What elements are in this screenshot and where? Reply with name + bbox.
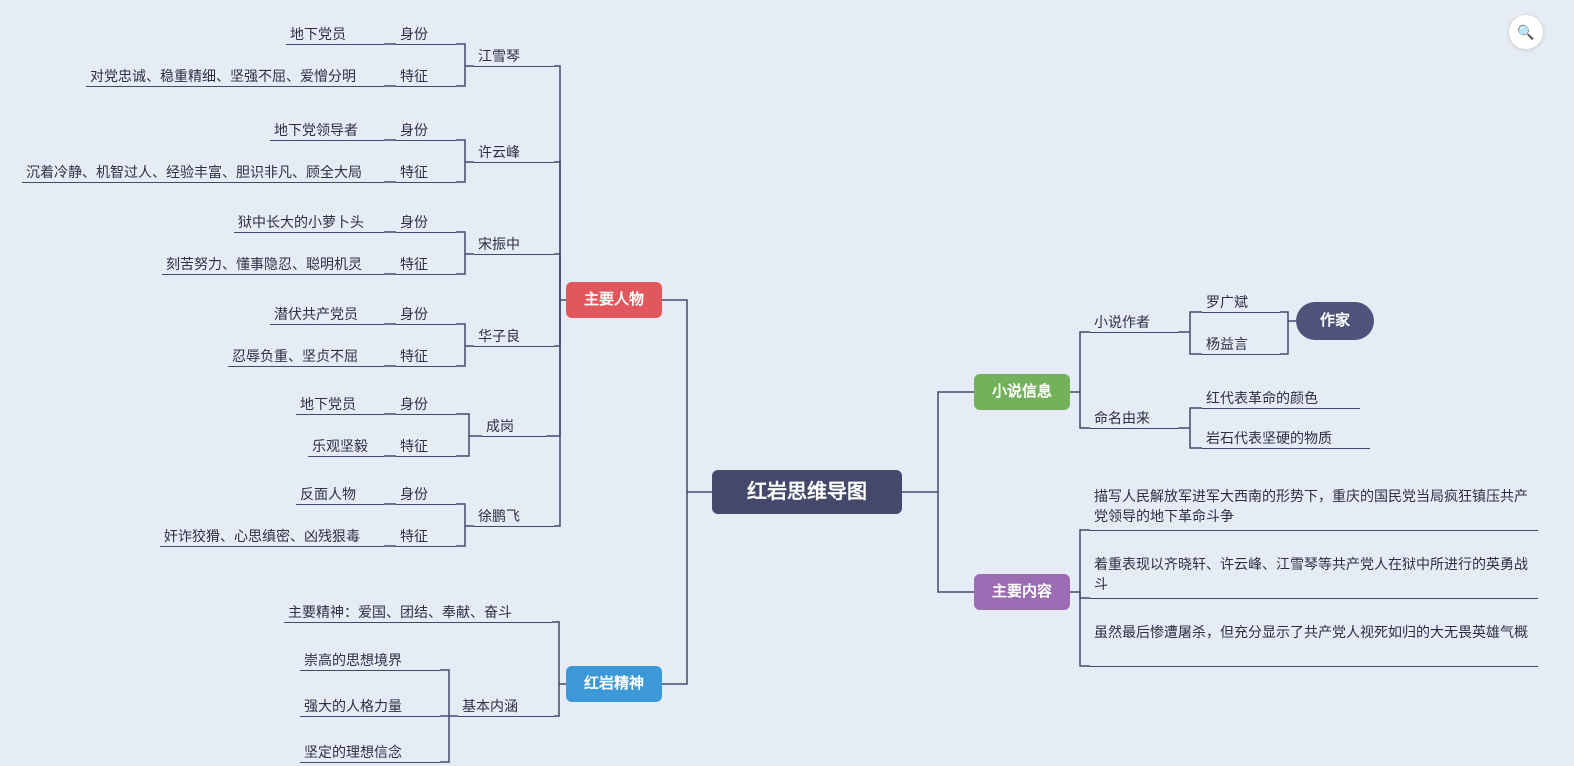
leaf-jiang_tr_val: 对党忠诚、稳重精细、坚强不屈、爱憎分明 [90, 66, 380, 86]
node-writer_pill[interactable]: 作家 [1296, 302, 1374, 340]
node-hongyan_spirit[interactable]: 红岩精神 [566, 666, 662, 702]
leaf-author_lbl: 小说作者 [1094, 312, 1174, 332]
leaf-hua_tr_lbl: 特征 [400, 346, 452, 366]
leaf-xpf: 徐鹏飞 [478, 506, 550, 526]
leaf-cheng_id_val: 地下党员 [300, 394, 380, 414]
leaf-xpf_tr_lbl: 特征 [400, 526, 452, 546]
leaf-xpf_id_lbl: 身份 [400, 484, 452, 504]
leaf-sp_conn: 基本内涵 [462, 696, 550, 716]
node-root[interactable]: 红岩思维导图 [712, 470, 902, 514]
leaf-sp_main: 主要精神：爱国、团结、奉献、奋斗 [288, 602, 548, 622]
leaf-name1: 红代表革命的颜色 [1206, 388, 1356, 408]
leaf-cheng_tr_val: 乐观坚毅 [312, 436, 380, 456]
leaf-xu_id_val: 地下党领导者 [274, 120, 380, 140]
leaf-xu_tr_val: 沉着冷静、机智过人、经验丰富、胆识非凡、顾全大局 [26, 162, 380, 182]
leaf-mc2: 着重表现以齐晓轩、许云峰、江雪琴等共产党人在狱中所进行的英勇战斗 [1094, 554, 1534, 594]
leaf-name_lbl: 命名由来 [1094, 408, 1174, 428]
leaf-name2: 岩石代表坚硬的物质 [1206, 428, 1366, 448]
mindmap-canvas: 红岩思维导图主要人物红岩精神小说信息主要内容作家 江雪琴身份地下党员特征对党忠诚… [0, 0, 1574, 766]
leaf-sp2: 强大的人格力量 [304, 696, 436, 716]
leaf-author2: 杨益言 [1206, 334, 1276, 354]
leaf-hua_id_lbl: 身份 [400, 304, 452, 324]
leaf-song_tr_val: 刻苦努力、懂事隐忍、聪明机灵 [166, 254, 380, 274]
search-icon: 🔍 [1517, 24, 1534, 41]
leaf-jiang_id_lbl: 身份 [400, 24, 452, 44]
leaf-song_tr_lbl: 特征 [400, 254, 452, 274]
leaf-jiang_tr_lbl: 特征 [400, 66, 452, 86]
leaf-xu_id_lbl: 身份 [400, 120, 452, 140]
leaf-jiang: 江雪琴 [478, 46, 550, 66]
node-main_content[interactable]: 主要内容 [974, 574, 1070, 610]
leaf-song: 宋振中 [478, 234, 550, 254]
leaf-sp3: 坚定的理想信念 [304, 742, 436, 762]
node-main_chars[interactable]: 主要人物 [566, 282, 662, 318]
leaf-hua: 华子良 [478, 326, 550, 346]
leaf-cheng_id_lbl: 身份 [400, 394, 452, 414]
zoom-button[interactable]: 🔍 [1508, 14, 1544, 50]
leaf-author1: 罗广斌 [1206, 292, 1276, 312]
leaf-song_id_val: 狱中长大的小萝卜头 [238, 212, 380, 232]
leaf-cheng_tr_lbl: 特征 [400, 436, 452, 456]
leaf-hua_tr_val: 忍辱负重、坚贞不屈 [232, 346, 380, 366]
leaf-xpf_id_val: 反面人物 [300, 484, 380, 504]
leaf-cheng: 成岗 [486, 416, 542, 436]
leaf-hua_id_val: 潜伏共产党员 [274, 304, 380, 324]
leaf-xu: 许云峰 [478, 142, 550, 162]
node-novel_info[interactable]: 小说信息 [974, 374, 1070, 410]
leaf-jiang_id_val: 地下党员 [290, 24, 380, 44]
leaf-mc3: 虽然最后惨遭屠杀，但充分显示了共产党人视死如归的大无畏英雄气概 [1094, 622, 1534, 642]
leaf-xpf_tr_val: 奸诈狡猾、心思缜密、凶残狠毒 [164, 526, 380, 546]
leaf-xu_tr_lbl: 特征 [400, 162, 452, 182]
leaf-sp1: 崇高的思想境界 [304, 650, 436, 670]
leaf-song_id_lbl: 身份 [400, 212, 452, 232]
leaf-mc1: 描写人民解放军进军大西南的形势下，重庆的国民党当局疯狂镇压共产党领导的地下革命斗… [1094, 486, 1534, 526]
